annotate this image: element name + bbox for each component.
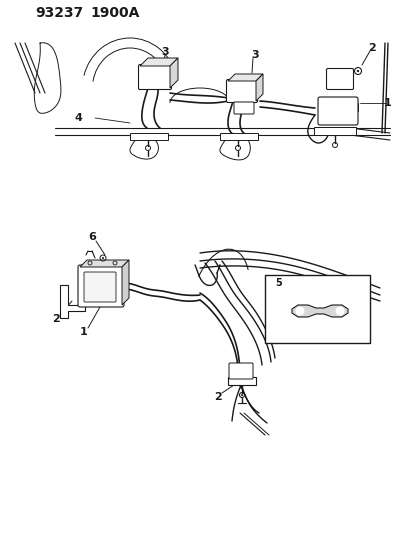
FancyBboxPatch shape bbox=[233, 102, 254, 114]
Text: 1: 1 bbox=[383, 98, 391, 108]
Circle shape bbox=[335, 307, 343, 315]
Text: 3: 3 bbox=[161, 47, 169, 57]
FancyBboxPatch shape bbox=[228, 363, 252, 379]
Polygon shape bbox=[291, 305, 347, 317]
Text: 5: 5 bbox=[274, 278, 281, 288]
Bar bbox=[219, 133, 257, 140]
Polygon shape bbox=[122, 260, 129, 305]
FancyBboxPatch shape bbox=[326, 69, 353, 90]
Text: 3: 3 bbox=[251, 50, 258, 60]
Bar bbox=[264, 275, 369, 343]
Text: 93237: 93237 bbox=[35, 6, 83, 20]
Text: 2: 2 bbox=[214, 392, 221, 402]
FancyBboxPatch shape bbox=[138, 64, 171, 90]
Circle shape bbox=[240, 394, 242, 396]
FancyBboxPatch shape bbox=[226, 79, 257, 102]
FancyBboxPatch shape bbox=[317, 97, 357, 125]
Text: 1900A: 1900A bbox=[90, 6, 139, 20]
Polygon shape bbox=[140, 58, 178, 66]
Text: 2: 2 bbox=[52, 314, 60, 324]
Polygon shape bbox=[80, 260, 129, 267]
Text: 4: 4 bbox=[74, 113, 82, 123]
Polygon shape bbox=[60, 285, 85, 318]
Circle shape bbox=[295, 307, 303, 315]
Text: 1: 1 bbox=[80, 327, 88, 337]
Circle shape bbox=[356, 70, 358, 72]
Circle shape bbox=[102, 257, 104, 259]
Bar bbox=[313, 127, 355, 135]
Bar bbox=[130, 133, 168, 140]
Bar bbox=[228, 377, 255, 385]
Polygon shape bbox=[228, 74, 262, 81]
FancyBboxPatch shape bbox=[78, 265, 124, 307]
Polygon shape bbox=[255, 74, 262, 101]
Text: 6: 6 bbox=[88, 232, 96, 242]
FancyBboxPatch shape bbox=[84, 272, 116, 302]
Text: 2: 2 bbox=[367, 43, 375, 53]
Polygon shape bbox=[170, 58, 178, 88]
